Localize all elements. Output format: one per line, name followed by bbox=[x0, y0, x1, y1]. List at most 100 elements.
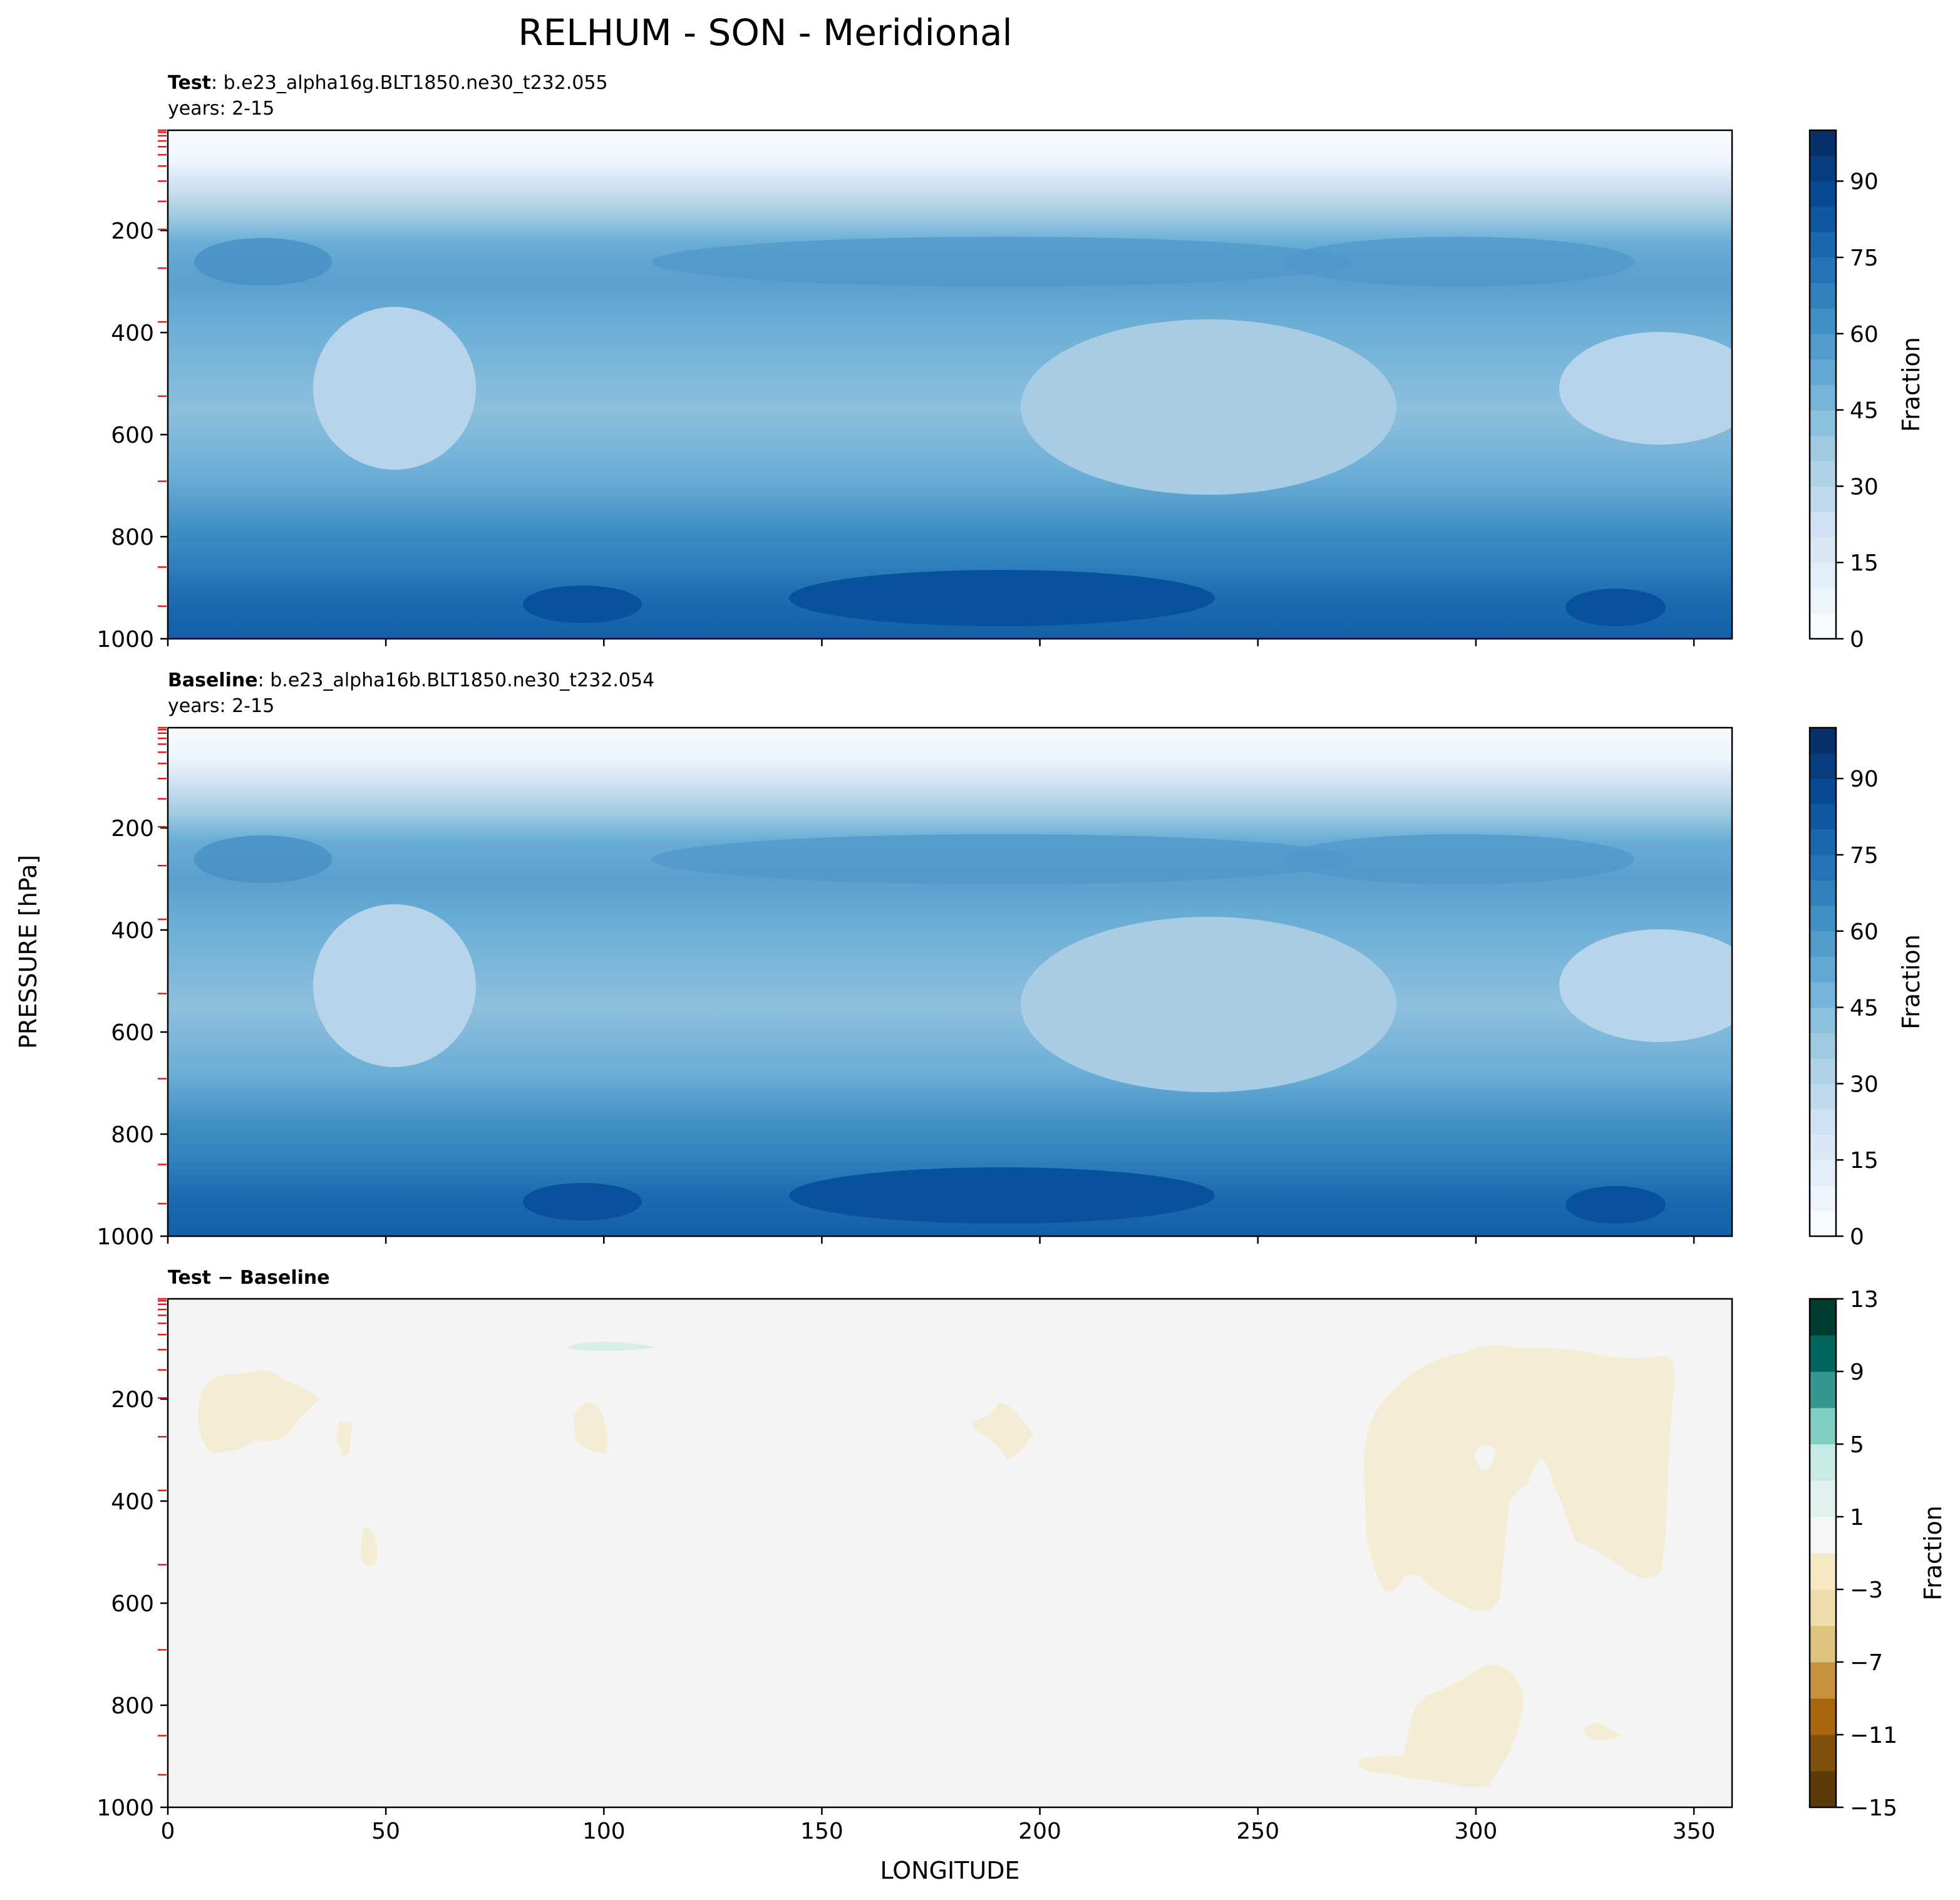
y-tick-label: 400 bbox=[111, 321, 154, 346]
y-tick-label: 400 bbox=[111, 1489, 154, 1515]
colorbar-baseline: 0 15 30 45 60 75 90 Fraction bbox=[1808, 726, 1925, 1250]
colorbar-tick-label: 1 bbox=[1850, 1505, 1864, 1531]
colorbar-tick-label: 5 bbox=[1850, 1432, 1864, 1458]
panel-baseline-dry-patch-2 bbox=[1021, 917, 1396, 1092]
panel-difference: Test − Baseline 200 400 600 800 1000 0 50 100 1… bbox=[96, 1267, 1947, 1844]
panel-test-dry-patch-3 bbox=[1559, 332, 1732, 445]
colorbar-band bbox=[1810, 855, 1836, 881]
panel-baseline-moist-band-3 bbox=[194, 835, 332, 883]
colorbar-baseline-ticks: 0 15 30 45 60 75 90 bbox=[1836, 767, 1879, 1250]
colorbar-band bbox=[1810, 1033, 1836, 1059]
colorbar-band bbox=[1810, 956, 1836, 983]
panel-test-dry-patch-1 bbox=[313, 307, 476, 470]
y-tick-label: 400 bbox=[111, 918, 154, 944]
colorbar-tick-label: 15 bbox=[1850, 550, 1879, 576]
panel-baseline-label-rest: : b.e23_alpha16b.BLT1850.ne30_t232.054 bbox=[258, 669, 655, 691]
y-tick-label: 800 bbox=[111, 525, 154, 550]
y-tick-label: 200 bbox=[111, 816, 154, 842]
panel-baseline-wet-core-3 bbox=[1565, 1186, 1666, 1224]
panel-baseline-dry-patch-3 bbox=[1559, 929, 1732, 1042]
panel-test-wet-core-2 bbox=[523, 586, 642, 623]
panel-baseline-wet-core-1 bbox=[789, 1167, 1215, 1224]
colorbar-band bbox=[1810, 1517, 1836, 1554]
panel-baseline-frame bbox=[167, 726, 1733, 1237]
colorbar-band bbox=[1810, 803, 1836, 830]
panel-test-level-ticks bbox=[158, 129, 167, 607]
y-tick-label: 800 bbox=[111, 1122, 154, 1148]
colorbar-band bbox=[1810, 1160, 1836, 1186]
colorbar-band bbox=[1810, 1371, 1836, 1408]
colorbar-baseline-frame bbox=[1808, 726, 1837, 1237]
colorbar-tick-label: −3 bbox=[1850, 1577, 1883, 1603]
panel-test-moist-band-3 bbox=[194, 238, 332, 286]
panel-test-moist-band-2 bbox=[1284, 237, 1634, 287]
panel-baseline-years: years: 2-15 bbox=[168, 695, 274, 717]
panel-test-label: Test: b.e23_alpha16g.BLT1850.ne30_t232.0… bbox=[168, 72, 608, 94]
panel-baseline-level-ticks bbox=[158, 726, 167, 1205]
colorbar-test-frame bbox=[1808, 129, 1837, 640]
y-tick-label: 600 bbox=[111, 1020, 154, 1046]
panel-test: Test: b.e23_alpha16g.BLT1850.ne30_t232.0… bbox=[96, 72, 1925, 653]
x-tick-label: 100 bbox=[582, 1819, 626, 1844]
colorbar-tick-label: 60 bbox=[1850, 919, 1879, 945]
y-tick-label: 1000 bbox=[96, 1795, 154, 1821]
colorbar-tick-label: 30 bbox=[1850, 1071, 1879, 1097]
panel-test-dry-patch-2 bbox=[1021, 319, 1396, 495]
panel-baseline-label: Baseline: b.e23_alpha16b.BLT1850.ne30_t2… bbox=[168, 669, 654, 691]
colorbar-difference-label: Fraction bbox=[1919, 1505, 1947, 1601]
diff-patch-east-upper bbox=[1364, 1345, 1675, 1611]
colorbar-band bbox=[1810, 282, 1836, 309]
panel-test-label-rest: : b.e23_alpha16g.BLT1850.ne30_t232.055 bbox=[211, 72, 608, 94]
colorbar-difference-frame bbox=[1808, 1298, 1837, 1809]
colorbar-band bbox=[1810, 1626, 1836, 1663]
panel-test-field bbox=[168, 130, 1732, 639]
colorbar-tick-label: 75 bbox=[1850, 245, 1879, 271]
panel-test-years: years: 2-15 bbox=[168, 98, 274, 120]
colorbar-band bbox=[1810, 333, 1836, 359]
panel-baseline-label-bold: Baseline bbox=[168, 669, 258, 691]
colorbar-band bbox=[1810, 1109, 1836, 1135]
diff-patch-west-250 bbox=[337, 1422, 352, 1457]
panel-difference-label: Test − Baseline bbox=[168, 1267, 330, 1289]
colorbar-band bbox=[1810, 1335, 1836, 1372]
diff-patch-east-upper-hole bbox=[1475, 1445, 1495, 1470]
colorbar-test-ticks: 0 15 30 45 60 75 90 bbox=[1836, 169, 1879, 653]
colorbar-tick-label: 60 bbox=[1850, 322, 1879, 348]
diff-patch-100-250 bbox=[573, 1403, 607, 1453]
colorbar-tick-label: 90 bbox=[1850, 767, 1879, 792]
colorbar-band bbox=[1810, 257, 1836, 284]
panel-baseline-moist-band-1 bbox=[651, 834, 1353, 884]
colorbar-band bbox=[1810, 562, 1836, 589]
colorbar-baseline-bands bbox=[1810, 728, 1836, 1237]
panel-baseline-wet-core-2 bbox=[523, 1183, 642, 1221]
y-tick-label: 1000 bbox=[96, 627, 154, 653]
colorbar-difference: 13 9 5 1 −3 −7 −11 −15 Fraction bbox=[1808, 1287, 1947, 1821]
colorbar-band bbox=[1810, 880, 1836, 906]
panel-test-wet-core-3 bbox=[1565, 589, 1666, 626]
colorbar-difference-bands bbox=[1810, 1299, 1836, 1808]
y-tick-label: 200 bbox=[111, 1387, 154, 1413]
colorbar-band bbox=[1810, 1662, 1836, 1699]
colorbar-band bbox=[1810, 385, 1836, 411]
panel-difference-patches bbox=[198, 1341, 1675, 1787]
x-tick-label: 0 bbox=[161, 1819, 175, 1844]
colorbar-band bbox=[1810, 130, 1836, 157]
colorbar-band bbox=[1810, 537, 1836, 563]
diff-patch-200-250 bbox=[971, 1403, 1033, 1460]
panel-difference-frame bbox=[167, 1298, 1733, 1809]
panel-baseline-x-ticks bbox=[167, 1236, 1695, 1244]
panel-baseline-field bbox=[168, 728, 1732, 1236]
colorbar-band bbox=[1810, 906, 1836, 932]
colorbar-band bbox=[1810, 410, 1836, 436]
colorbar-tick-label: 0 bbox=[1850, 1224, 1864, 1250]
colorbar-band bbox=[1810, 931, 1836, 957]
colorbar-tick-label: 9 bbox=[1850, 1360, 1864, 1385]
colorbar-tick-label: −7 bbox=[1850, 1650, 1883, 1676]
panel-baseline-dry-patch-1 bbox=[313, 904, 476, 1067]
colorbar-band bbox=[1810, 982, 1836, 1008]
colorbar-band bbox=[1810, 232, 1836, 258]
colorbar-band bbox=[1810, 753, 1836, 779]
diff-patch-west-200 bbox=[198, 1370, 319, 1453]
panel-test-x-ticks bbox=[167, 639, 1695, 646]
panel-test-frame bbox=[167, 129, 1733, 640]
